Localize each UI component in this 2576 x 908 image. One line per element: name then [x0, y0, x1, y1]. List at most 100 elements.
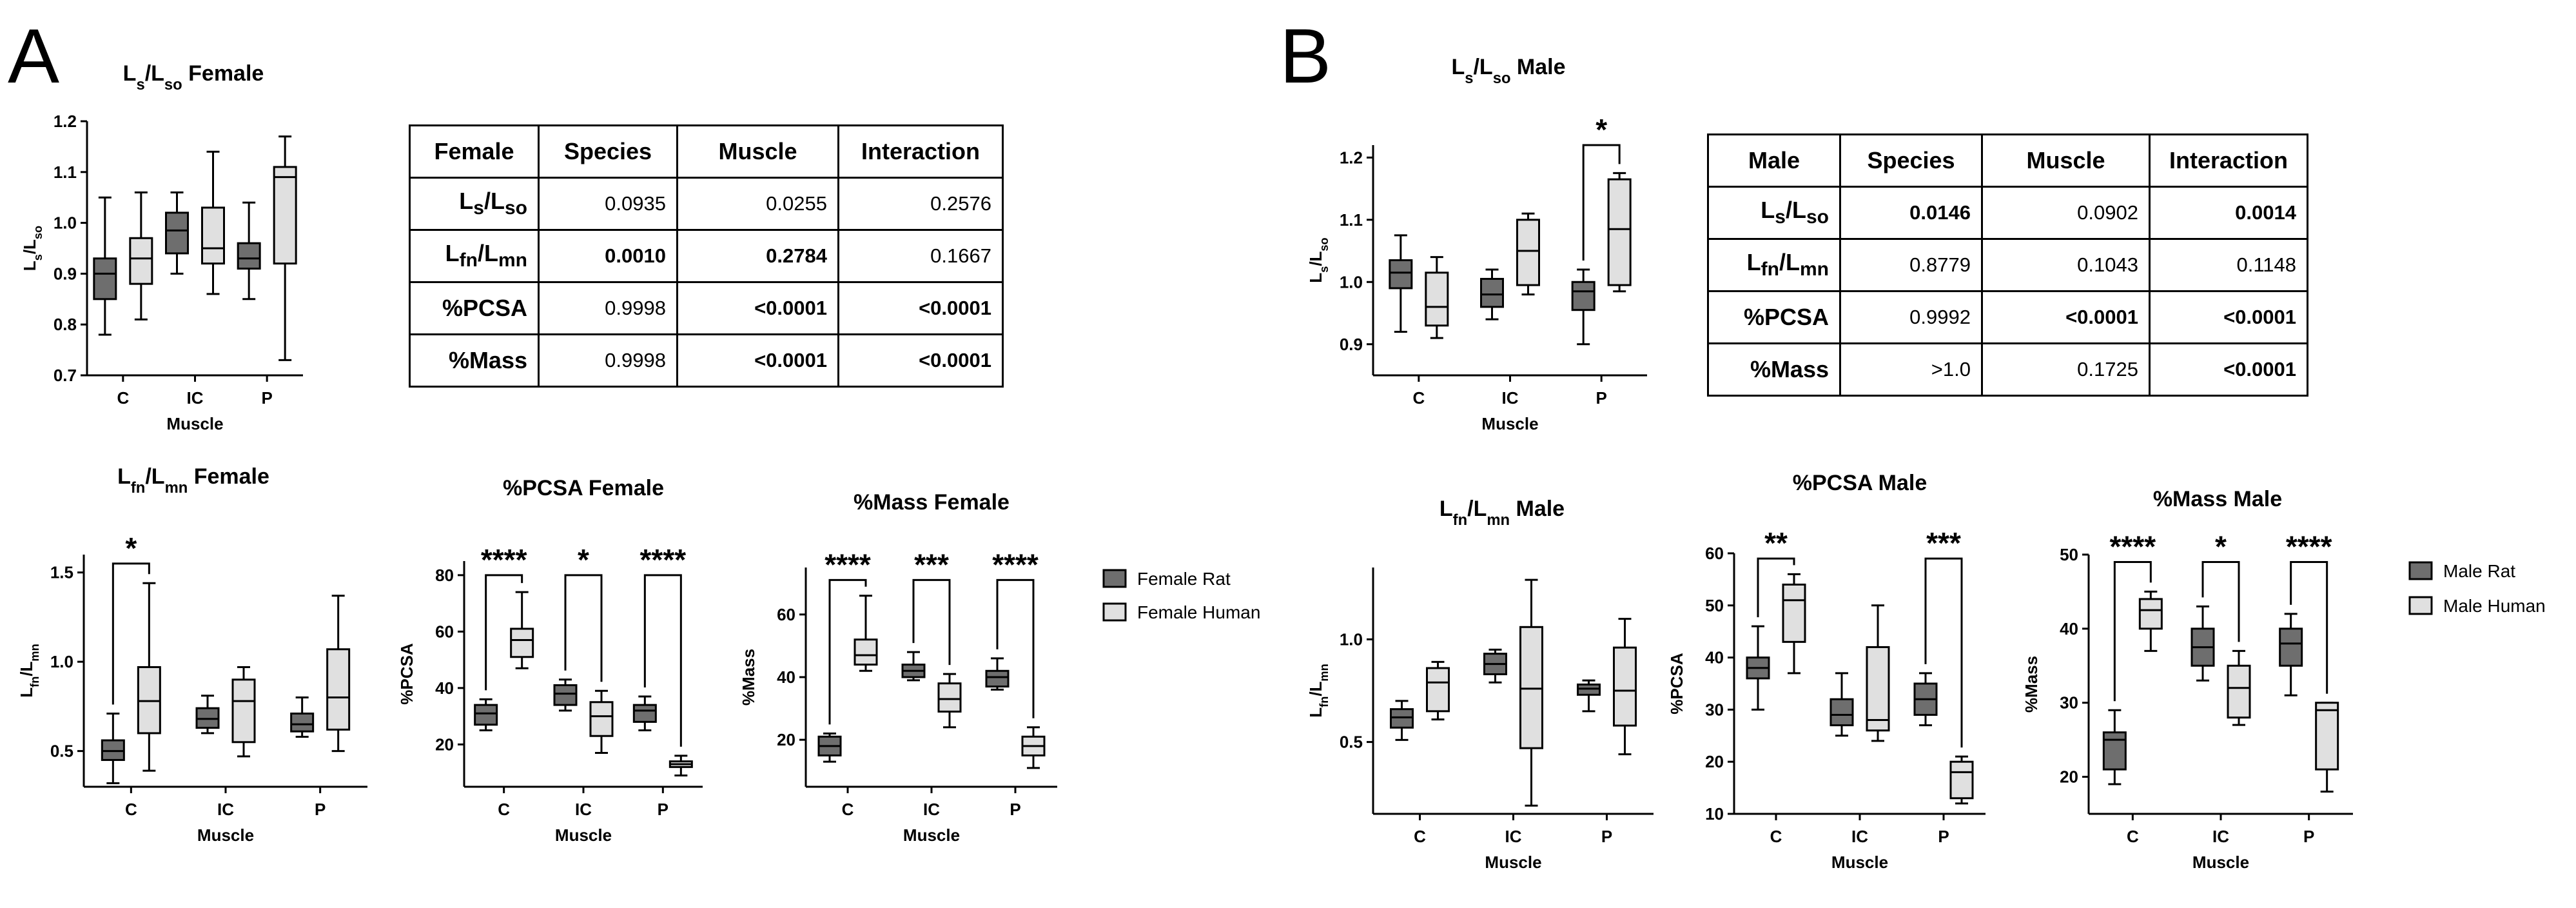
x-tick-label: IC: [1502, 388, 1519, 408]
y-tick-label: 1.1: [54, 163, 77, 182]
x-tick-label: C: [1770, 827, 1782, 846]
y-tick-label: 40: [2060, 619, 2078, 638]
x-tick-label: P: [1010, 800, 1020, 819]
legend-label-female-human: Female Human: [1137, 602, 1260, 622]
x-tick-label: C: [117, 388, 129, 408]
y-tick-label: 0.8: [54, 315, 77, 334]
table-header-cell: Male: [1707, 133, 1841, 188]
box: [129, 237, 153, 285]
significance-bracket: [112, 562, 150, 705]
y-axis-label: Ls/Lso: [1306, 237, 1331, 282]
significance-bracket: [828, 578, 867, 725]
table-row-label: Lfn/Lmn: [1707, 238, 1841, 292]
y-tick-label: 1.0: [54, 213, 77, 233]
box: [1613, 646, 1637, 727]
table-cell: 0.2576: [837, 177, 1004, 231]
legend-label-male-human: Male Human: [2443, 596, 2546, 616]
table-cell: <0.0001: [2149, 290, 2308, 344]
box: [1782, 583, 1806, 643]
table-row: %PCSA 0.9992 <0.0001 <0.0001: [1707, 290, 2308, 344]
x-tick-label: IC: [923, 800, 940, 819]
y-tick-label: 1.0: [1340, 272, 1363, 291]
y-tick-label: 1.5: [50, 563, 73, 582]
box: [201, 206, 225, 265]
significance-bracket: [1757, 557, 1795, 618]
table-header-row: Male Species Muscle Interaction: [1707, 133, 2308, 188]
table-cell: 0.1148: [2149, 238, 2308, 292]
y-tick-label: 50: [1705, 596, 1724, 615]
significance-bracket: [912, 578, 951, 666]
table-cell: 0.1043: [1981, 238, 2151, 292]
y-tick-label: 40: [777, 667, 795, 687]
table-cell: <0.0001: [676, 333, 839, 388]
box: [1949, 760, 1974, 800]
chart-title: Lfn/Lmn Male: [1439, 497, 1565, 529]
box: [1607, 178, 1632, 286]
y-tick-label: 1.1: [1340, 210, 1363, 230]
table-header-row: Female Species Muscle Interaction: [409, 124, 1004, 179]
x-axis-label: Muscle: [197, 825, 254, 845]
legend-swatch-male-human: [2408, 596, 2433, 615]
x-tick-label: P: [1595, 388, 1606, 408]
chart-a-lfn: 0.5 1.0 1.5 C IC P Muscle Lfn/Lmn Lfn/Lmn Female…: [17, 464, 367, 845]
x-tick-label: IC: [575, 800, 592, 819]
box: [589, 701, 614, 737]
chart-title: %Mass Female: [854, 490, 1010, 515]
y-tick-label: 0.5: [1340, 733, 1363, 752]
box: [937, 682, 962, 713]
significance-bracket: [2113, 560, 2152, 702]
table-row: Ls/Lso 0.0146 0.0902 0.0014: [1707, 186, 2308, 240]
chart-title: Lfn/Lmn Female: [117, 464, 269, 497]
box: [237, 242, 261, 270]
y-tick-label: 40: [435, 678, 454, 698]
box: [2279, 627, 2303, 667]
x-tick-label: P: [261, 388, 272, 408]
significance-label: ****: [481, 543, 527, 577]
x-tick-label: P: [1601, 827, 1612, 846]
box: [474, 704, 498, 726]
significance-label: **: [1764, 526, 1788, 560]
box: [2227, 664, 2251, 719]
significance-bracket: [643, 574, 682, 747]
y-tick-label: 1.0: [50, 652, 73, 671]
x-axis-label: Muscle: [1485, 853, 1541, 872]
box: [1519, 626, 1543, 749]
chart-title: Ls/Lso Male: [1451, 55, 1565, 87]
table-cell: 0.0255: [676, 177, 839, 231]
y-tick-label: 20: [777, 730, 795, 749]
box: [93, 257, 117, 301]
y-tick-label: 60: [1705, 544, 1724, 563]
x-tick-label: P: [1938, 827, 1949, 846]
y-axis-label: Ls/Lso: [20, 226, 44, 271]
box: [290, 712, 315, 733]
table-header-cell: Muscle: [676, 124, 839, 179]
table-row: %Mass >1.0 0.1725 <0.0001: [1707, 342, 2308, 397]
x-tick-label: C: [1412, 388, 1425, 408]
table-row: Ls/Lso 0.0935 0.0255 0.2576: [409, 177, 1004, 231]
table-header-cell: Female: [409, 124, 540, 179]
significance-label: ****: [2286, 529, 2332, 563]
x-tick-label: C: [1414, 827, 1426, 846]
significance-label: ****: [640, 543, 687, 577]
significance-label: ***: [914, 548, 949, 581]
table-cell: 0.9992: [1839, 290, 1983, 344]
table-cell: 0.0014: [2149, 186, 2308, 240]
table-row-label: %PCSA: [1707, 290, 1841, 344]
significance-bracket: [485, 574, 523, 691]
chart-b-lfn: 0.5 1.0 C IC P Muscle Lfn/Lmn Lfn/Lmn Male: [1306, 497, 1654, 872]
box: [1571, 281, 1595, 311]
legend-label-female-rat: Female Rat: [1137, 569, 1231, 589]
box: [165, 212, 189, 255]
y-tick-label: 30: [2060, 693, 2078, 713]
table-cell: <0.0001: [837, 333, 1004, 388]
box: [1577, 683, 1601, 696]
x-tick-label: IC: [2212, 827, 2229, 846]
significance-bracket: [2201, 560, 2240, 642]
chart-title: %Mass Male: [2153, 487, 2282, 511]
x-axis-label: Muscle: [166, 414, 223, 433]
table-cell: 0.0146: [1839, 186, 1983, 240]
stats-table-male: Male Species Muscle Interaction Ls/Lso 0…: [1707, 133, 2308, 397]
